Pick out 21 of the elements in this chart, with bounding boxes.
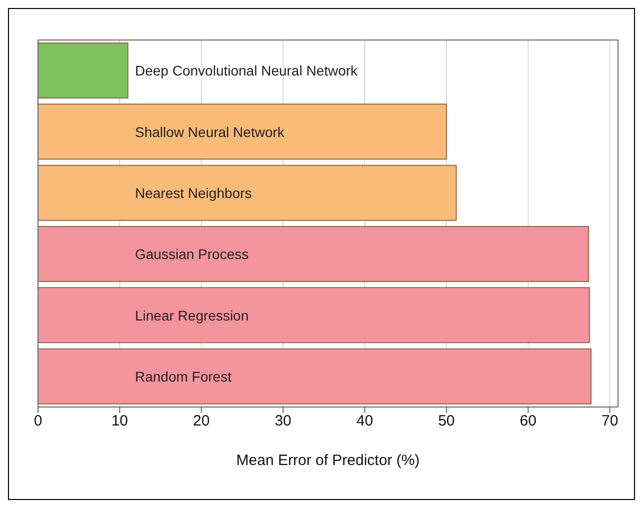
x-tick-label: 50 (438, 412, 455, 430)
y-tick-label: Linear Regression (135, 307, 249, 324)
x-tick-label: 30 (274, 412, 292, 430)
x-tick-label: 60 (520, 412, 536, 430)
x-tick-label: 0 (34, 412, 42, 430)
bar (38, 226, 590, 282)
x-tick-label: 70 (601, 412, 618, 430)
bar (38, 348, 592, 404)
x-axis-title: Mean Error of Predictor (%) (236, 452, 420, 469)
y-tick-label: Gaussian Process (135, 246, 249, 262)
bar (38, 104, 447, 160)
y-tick-label: Shallow Neural Network (135, 124, 286, 140)
y-tick-label: Nearest Neighbors (135, 184, 252, 201)
x-tick-label: 20 (193, 412, 210, 430)
bar (38, 287, 590, 344)
y-tick-label: Deep Convolutional Neural Network (135, 62, 359, 79)
x-tick-label: 10 (111, 412, 128, 430)
x-tick-label: 40 (356, 412, 374, 430)
y-tick-label: Random Forest (135, 368, 232, 384)
bar (38, 164, 457, 221)
bar (38, 42, 128, 98)
